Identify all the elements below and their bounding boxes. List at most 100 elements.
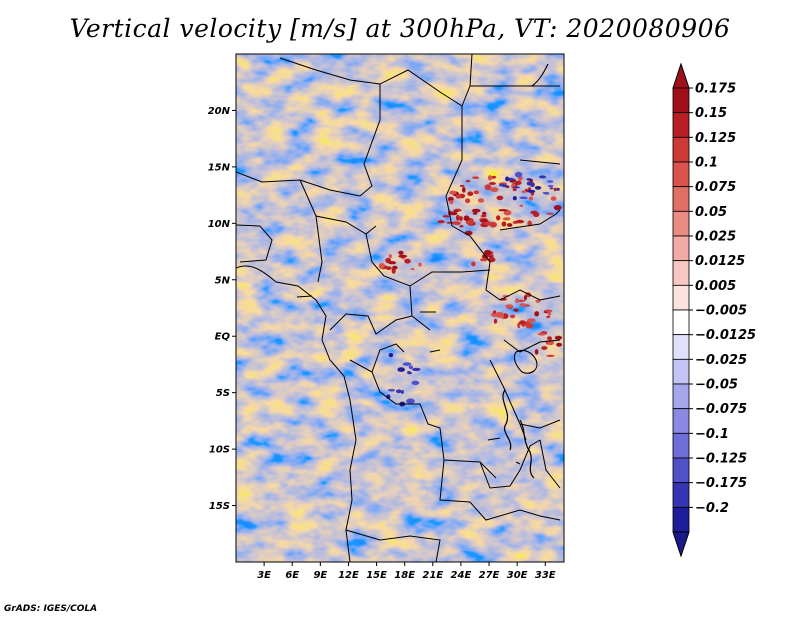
- colorbar-label: −0.05: [695, 378, 738, 393]
- updraft-cell: [507, 223, 513, 227]
- updraft-cell: [546, 315, 551, 318]
- colorbar-swatch: [672, 161, 690, 188]
- updraft-cell: [519, 204, 524, 207]
- updraft-cell: [541, 346, 548, 350]
- updraft-cell: [459, 225, 464, 228]
- colorbar-label: 0.175: [695, 82, 736, 97]
- updraft-cell: [501, 221, 507, 227]
- downdraft-cell: [529, 182, 535, 188]
- downdraft-cell: [505, 176, 510, 182]
- downdraft-cell: [534, 186, 542, 190]
- colorbar-swatch: [672, 284, 690, 311]
- updraft-cell: [493, 318, 498, 324]
- colorbar-label: −0.025: [695, 353, 747, 368]
- updraft-cell: [490, 187, 499, 193]
- colorbar-min-arrow: [672, 531, 690, 558]
- updraft-cell: [547, 336, 552, 341]
- updraft-cell: [378, 263, 386, 269]
- updraft-cell: [533, 211, 540, 217]
- updraft-cell: [446, 221, 454, 224]
- updraft-cell: [473, 190, 480, 195]
- updraft-cell: [519, 303, 526, 307]
- colorbar-max-arrow: [672, 62, 690, 89]
- downdraft-cell: [512, 196, 517, 201]
- updraft-cell: [537, 332, 547, 336]
- colorbar-swatch: [672, 87, 690, 114]
- colorbar-swatch: [672, 309, 690, 336]
- updraft-cell: [489, 221, 497, 228]
- colorbar-label: 0.125: [695, 131, 736, 146]
- updraft-cell: [488, 257, 496, 263]
- strong-updraft-cells: [378, 171, 563, 407]
- colorbar-label: −0.1: [695, 427, 729, 442]
- updraft-cell: [523, 295, 527, 301]
- downdraft-cell: [547, 180, 554, 183]
- colorbar-swatch: [672, 432, 690, 459]
- colorbar-swatch: [672, 457, 690, 484]
- updraft-cell: [449, 200, 454, 205]
- downdraft-cell: [549, 187, 554, 190]
- latitude-axis: 20N 15N 10N 5N EQ 5S 10S 15S: [208, 106, 236, 512]
- updraft-cell: [480, 258, 488, 262]
- downdraft-cell: [547, 185, 554, 188]
- lon-tick-label: 33E: [535, 570, 556, 581]
- downdraft-cell: [556, 187, 560, 191]
- colorbar-swatch: [672, 186, 690, 212]
- updraft-cell: [519, 320, 526, 325]
- updraft-cell: [493, 310, 497, 314]
- lat-tick-label: 10S: [209, 445, 230, 456]
- colorbar-swatch: [672, 383, 690, 410]
- lon-tick-label: 30E: [507, 570, 528, 581]
- updraft-cell: [509, 314, 516, 319]
- updraft-cell: [496, 215, 501, 221]
- updraft-cell: [515, 298, 519, 304]
- vertical-velocity-field: [236, 54, 564, 562]
- lon-tick-label: 24E: [451, 570, 472, 581]
- updraft-cell: [465, 198, 471, 204]
- updraft-cell: [449, 211, 458, 216]
- downdraft-cell: [507, 177, 514, 181]
- colorbar-swatch: [672, 506, 690, 533]
- updraft-cell: [528, 196, 534, 201]
- updraft-cell: [526, 318, 536, 323]
- updraft-cell: [449, 190, 457, 195]
- updraft-cell: [410, 268, 415, 271]
- updraft-cell: [437, 220, 445, 224]
- updraft-cell: [514, 180, 522, 185]
- updraft-cell: [524, 188, 529, 193]
- updraft-cell: [513, 308, 519, 312]
- updraft-cell: [452, 221, 461, 226]
- updraft-cell: [462, 186, 466, 193]
- map-title: Vertical velocity [m/s] at 300hPa, VT: 2…: [69, 14, 731, 43]
- updraft-cell: [546, 212, 554, 215]
- lon-tick-label: 18E: [394, 570, 415, 581]
- downdraft-cell: [542, 191, 549, 195]
- downdraft-cell: [519, 196, 528, 200]
- lat-tick-label: 20N: [208, 106, 231, 117]
- updraft-cell: [453, 209, 459, 212]
- updraft-cell: [517, 322, 521, 329]
- lat-tick-label: 15S: [209, 501, 230, 512]
- downdraft-cell: [527, 189, 536, 193]
- updraft-cell: [515, 219, 525, 224]
- updraft-cell: [534, 349, 539, 355]
- updraft-cell: [488, 182, 496, 185]
- updraft-cell: [553, 205, 562, 211]
- lon-tick-label: 9E: [313, 570, 327, 581]
- colorbar: 0.175 0.15 0.125 0.1 0.075 0.05 0.025 0.0125 0.0…: [672, 62, 756, 558]
- downdraft-cell: [539, 175, 547, 179]
- updraft-cell: [472, 212, 478, 215]
- colorbar-label: −0.005: [695, 304, 747, 319]
- lat-tick-label: 15N: [208, 162, 231, 173]
- colorbar-swatch: [672, 334, 690, 360]
- downdraft-cell: [498, 184, 507, 187]
- downdraft-cell: [402, 362, 412, 366]
- updraft-cell: [391, 268, 396, 274]
- downdraft-cell: [397, 367, 406, 372]
- updraft-cell: [459, 184, 465, 187]
- updraft-cell: [487, 175, 493, 181]
- updraft-cell: [465, 180, 471, 183]
- colorbar-label: 0.025: [695, 230, 736, 245]
- colorbar-swatch: [672, 235, 690, 262]
- downdraft-cell: [514, 171, 523, 178]
